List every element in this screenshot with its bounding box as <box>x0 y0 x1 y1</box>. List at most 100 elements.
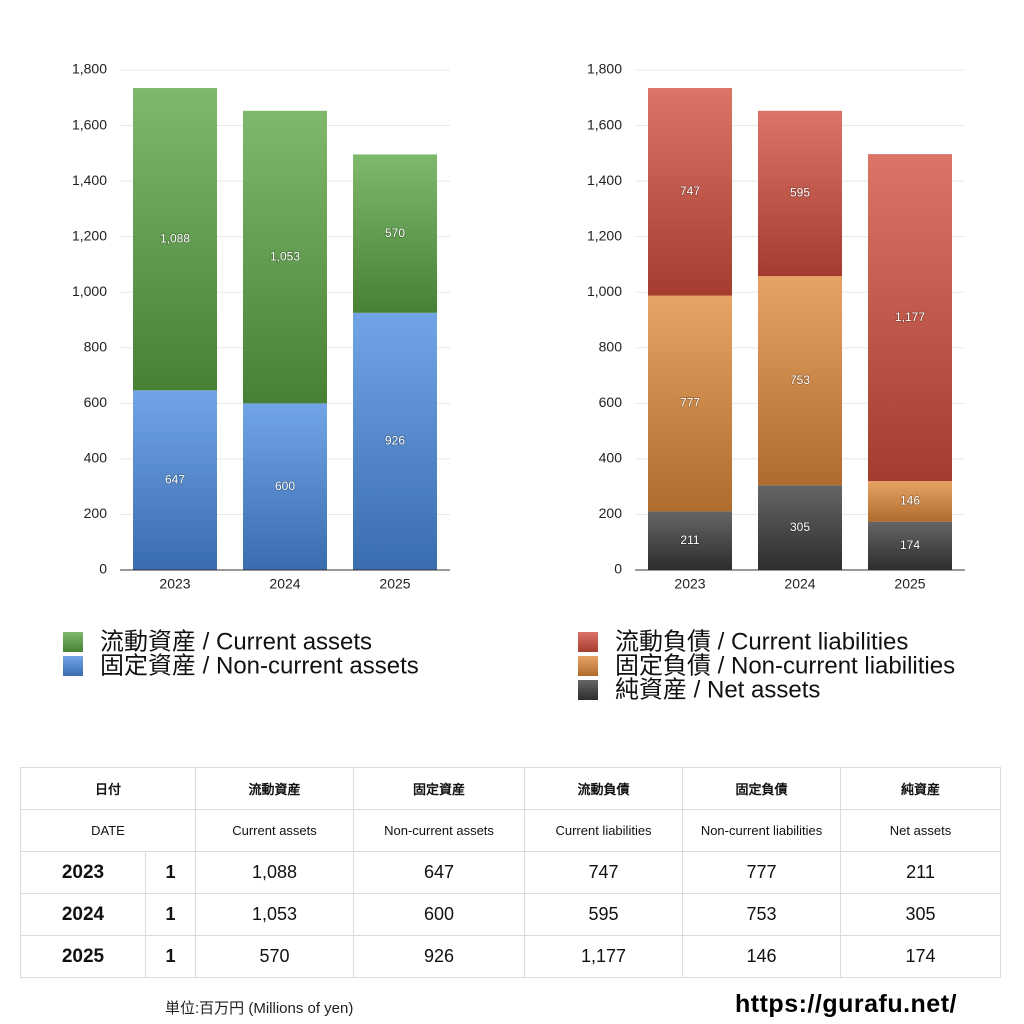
y-tick-label: 1,800 <box>72 61 107 77</box>
header-cell: Non-current liabilities <box>682 809 842 852</box>
y-tick-label: 0 <box>99 561 107 577</box>
bar-shade <box>243 110 327 404</box>
table-cell: 2024 <box>20 893 146 936</box>
x-tick-label: 2025 <box>379 576 410 592</box>
y-tick-label: 1,600 <box>72 116 107 132</box>
table-cell: 1,053 <box>195 893 355 936</box>
header-row: DATE Current assets Non-current assets Curr… <box>19 809 1002 852</box>
header-row: 日付 流動資産 固定資産 流動負債 固定負債 純資産 <box>19 767 1002 810</box>
source-url: https://gurafu.net/ <box>735 990 957 1018</box>
header-cell: DATE <box>19 809 197 852</box>
y-tick-label: 1,000 <box>72 283 107 299</box>
bar-shade <box>353 154 437 313</box>
y-tick-label: 200 <box>84 505 108 521</box>
legend-shade <box>578 632 598 652</box>
charts: 0 200 400 600 800 1,000 1,200 1,400 1,600 1,800 20… <box>63 61 965 703</box>
y-tick-label: 1,600 <box>587 116 622 132</box>
table-cell: 1 <box>144 851 197 894</box>
data-row: 2024 1 1,053 600 595 753 305 <box>20 893 1002 936</box>
legend-label: 流動資産 / Current assets <box>100 628 372 655</box>
value-label: 747 <box>680 184 700 198</box>
table-cell: 595 <box>524 893 684 936</box>
x-tick-label: 2025 <box>894 576 925 592</box>
y-tick-label: 600 <box>84 394 108 410</box>
bar-shade <box>758 110 842 277</box>
bar-shade <box>648 88 732 296</box>
value-label: 305 <box>790 520 810 534</box>
y-tick-label: 200 <box>599 505 623 521</box>
table-cell: 600 <box>353 893 526 936</box>
y-tick-label: 1,400 <box>72 172 107 188</box>
header-cell: 流動負債 <box>524 767 684 810</box>
header-cell: Current liabilities <box>524 809 684 852</box>
y-tick-label: 1,200 <box>72 227 107 243</box>
table-cell: 174 <box>840 935 1002 978</box>
value-label: 146 <box>900 494 920 508</box>
bar-shade <box>758 276 842 486</box>
data-row: 2025 1 570 926 1,177 146 174 <box>20 935 1002 978</box>
table-cell: 1 <box>144 893 197 936</box>
legend-label: 純資産 / Net assets <box>615 676 820 703</box>
y-tick-label: 800 <box>84 338 108 354</box>
header-cell: 日付 <box>19 767 197 810</box>
legend-shade <box>578 656 598 676</box>
legend-label: 固定負債 / Non-current liabilities <box>615 652 955 679</box>
bar-shade <box>868 154 952 482</box>
value-label: 1,177 <box>895 310 925 324</box>
legend-shade <box>63 632 83 652</box>
legend-label: 固定資産 / Non-current assets <box>100 652 419 679</box>
header-cell: 流動資産 <box>195 767 355 810</box>
y-tick-label: 800 <box>599 338 623 354</box>
bar-shade <box>868 521 952 570</box>
header-cell: Non-current assets <box>353 809 526 852</box>
bar-shade <box>133 390 217 570</box>
data-row: 2023 1 1,088 647 747 777 211 <box>20 851 1002 894</box>
header-cell: Current assets <box>195 809 355 852</box>
x-tick-label: 2023 <box>674 576 705 592</box>
table-cell: 211 <box>840 851 1002 894</box>
y-tick-label: 400 <box>599 450 623 466</box>
bar-shade <box>353 312 437 570</box>
value-label: 1,053 <box>270 249 300 263</box>
value-label: 777 <box>680 396 700 410</box>
value-label: 595 <box>790 186 810 200</box>
y-tick-label: 400 <box>84 450 108 466</box>
header-cell: 固定資産 <box>353 767 526 810</box>
table-cell: 647 <box>353 851 526 894</box>
bar-shade <box>243 403 327 570</box>
y-tick-label: 1,400 <box>587 172 622 188</box>
table-cell: 2025 <box>20 935 146 978</box>
value-label: 647 <box>165 472 185 486</box>
legend-shade <box>578 680 598 700</box>
unit-note: 単位:百万円 (Millions of yen) <box>165 1000 354 1017</box>
bar-shade <box>648 295 732 512</box>
value-label: 570 <box>385 226 405 240</box>
legend-shade <box>63 656 83 676</box>
bar-shade <box>133 88 217 391</box>
table-cell: 1,088 <box>195 851 355 894</box>
header-cell: 純資産 <box>840 767 1002 810</box>
bar-shade <box>868 481 952 522</box>
table-cell: 747 <box>524 851 684 894</box>
header-cell: Net assets <box>840 809 1002 852</box>
bar-shade <box>648 511 732 570</box>
data-table: 日付 流動資産 固定資産 流動負債 固定負債 純資産 DATE Current assets N… <box>19 767 1002 978</box>
table-cell: 305 <box>840 893 1002 936</box>
table-cell: 570 <box>195 935 355 978</box>
y-tick-label: 600 <box>599 394 623 410</box>
x-tick-label: 2024 <box>269 576 300 592</box>
table-cell: 1 <box>144 935 197 978</box>
header-cell: 固定負債 <box>682 767 842 810</box>
table-cell: 1,177 <box>524 935 684 978</box>
bar-shade <box>758 485 842 570</box>
value-label: 1,088 <box>160 231 190 245</box>
table-cell: 926 <box>353 935 526 978</box>
table-cell: 753 <box>682 893 842 936</box>
value-label: 926 <box>385 434 405 448</box>
x-tick-label: 2024 <box>784 576 815 592</box>
y-tick-label: 0 <box>614 561 622 577</box>
y-tick-label: 1,800 <box>587 61 622 77</box>
value-label: 211 <box>680 533 699 547</box>
table-cell: 146 <box>682 935 842 978</box>
